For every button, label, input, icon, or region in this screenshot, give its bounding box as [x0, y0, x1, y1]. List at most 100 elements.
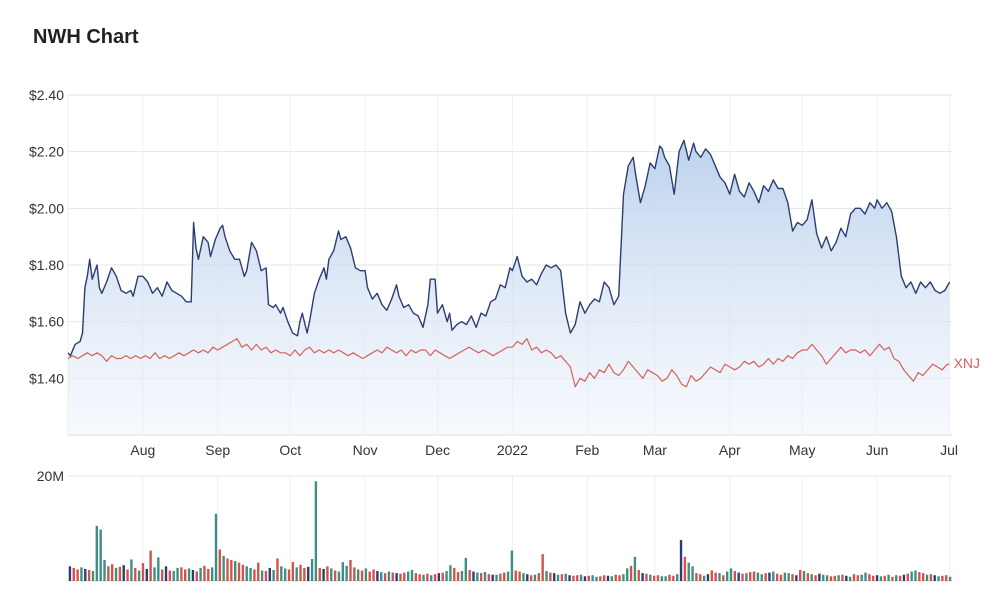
- volume-bar: [741, 573, 744, 581]
- volume-y-tick-label: 20M: [37, 468, 64, 484]
- volume-bar: [795, 575, 798, 582]
- volume-bar: [925, 574, 929, 581]
- volume-bar: [606, 575, 610, 581]
- volume-bar: [841, 574, 844, 581]
- volume-bar: [318, 567, 321, 582]
- volume-bar: [410, 569, 414, 582]
- volume-bar: [526, 574, 529, 581]
- volume-bar: [614, 574, 617, 581]
- volume-bar: [287, 569, 291, 581]
- volume-bar: [549, 572, 552, 581]
- volume-bar: [902, 574, 906, 581]
- volume-bar: [518, 571, 521, 581]
- volume-bar: [245, 566, 248, 581]
- volume-bar: [322, 568, 325, 581]
- volume-bar: [506, 571, 510, 581]
- volume-bar: [848, 576, 852, 581]
- volume-bar: [314, 481, 318, 581]
- volume-bar: [672, 575, 675, 581]
- volume-bar: [253, 569, 256, 581]
- volume-bar: [460, 571, 464, 581]
- volume-bar: [887, 574, 890, 581]
- volume-bar: [775, 573, 779, 581]
- y-tick-label: $1.80: [29, 257, 64, 273]
- volume-bars-layer: 20M: [37, 468, 952, 582]
- volume-bar: [729, 568, 733, 581]
- volume-bar: [933, 575, 936, 582]
- volume-bar: [533, 574, 537, 581]
- x-tick-label: Dec: [425, 442, 450, 458]
- volume-bar: [718, 573, 721, 582]
- volume-bar: [283, 568, 287, 581]
- volume-bar: [345, 565, 348, 581]
- volume-bar: [864, 572, 867, 581]
- volume-bar: [114, 567, 118, 582]
- volume-bar: [145, 568, 148, 581]
- volume-bar: [522, 573, 525, 582]
- volume-bar: [99, 529, 102, 581]
- volume-bar: [914, 570, 917, 581]
- volume-bar: [376, 571, 379, 581]
- x-tick-label: Feb: [575, 442, 599, 458]
- volume-bar: [510, 550, 514, 581]
- volume-bar: [172, 571, 175, 581]
- volume-bar: [395, 573, 398, 582]
- volume-bar: [695, 573, 698, 582]
- y-tick-label: $2.40: [29, 87, 64, 103]
- volume-bar: [468, 569, 471, 582]
- x-tick-label: Oct: [279, 442, 301, 458]
- volume-bar: [626, 568, 629, 581]
- volume-bar: [941, 575, 944, 581]
- volume-bar: [84, 568, 87, 581]
- volume-bar: [433, 574, 437, 581]
- volume-bar: [768, 572, 771, 581]
- volume-bar: [203, 565, 206, 581]
- volume-bar: [257, 562, 260, 582]
- volume-bar: [856, 575, 860, 582]
- volume-bar: [749, 572, 752, 581]
- volume-bar: [353, 567, 356, 581]
- volume-bar: [772, 571, 775, 581]
- volume-bar: [660, 576, 664, 581]
- x-tick-label: Sep: [205, 442, 230, 458]
- volume-bar: [595, 576, 598, 581]
- volume-bar: [833, 575, 836, 581]
- volume-bar: [191, 569, 195, 582]
- volume-bar: [760, 574, 763, 581]
- volume-bar: [676, 574, 679, 581]
- volume-bar: [137, 570, 141, 581]
- volume-bar: [437, 573, 441, 582]
- volume-bar: [798, 569, 802, 582]
- volume-bar: [399, 573, 402, 581]
- volume-bar: [929, 574, 933, 581]
- volume-bar: [406, 571, 410, 581]
- volume-bar: [260, 570, 264, 581]
- volume-bar: [529, 575, 533, 582]
- volume-bar: [441, 572, 444, 581]
- volume-bar: [126, 569, 129, 581]
- volume-bar: [491, 574, 494, 581]
- volume-bar: [618, 575, 621, 582]
- volume-bar: [706, 574, 710, 581]
- volume-bar: [514, 570, 517, 581]
- volume-bar: [184, 569, 187, 581]
- volume-bar: [280, 566, 283, 581]
- x-tick-label: Jul: [940, 442, 958, 458]
- volume-bar: [872, 575, 875, 581]
- series-label-xnj: XNJ: [954, 355, 980, 371]
- volume-bar: [333, 570, 337, 581]
- volume-bar: [291, 562, 295, 581]
- volume-bar: [802, 571, 806, 581]
- volume-bar: [649, 574, 652, 581]
- volume-bar: [787, 573, 790, 582]
- volume-bar: [330, 568, 333, 581]
- volume-bar: [268, 567, 271, 582]
- volume-bar: [195, 571, 198, 581]
- volume-bar: [791, 574, 794, 581]
- volume-bar: [541, 554, 544, 582]
- volume-bar: [503, 572, 506, 581]
- volume-bar: [545, 571, 548, 581]
- volume-bar: [87, 569, 91, 582]
- volume-bar: [818, 573, 821, 581]
